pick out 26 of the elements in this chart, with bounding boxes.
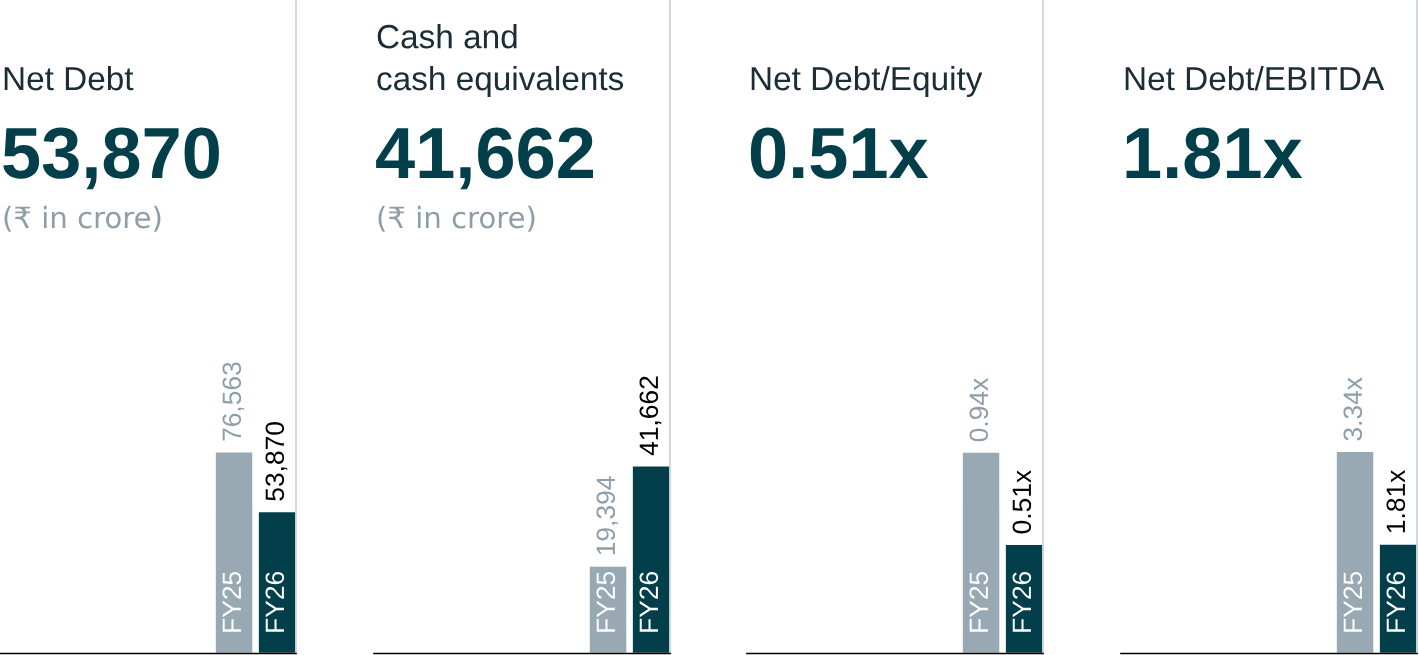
x-tick-label: FY26 [1386,571,1406,632]
data-label: 1.81x [1386,469,1406,533]
data-label: 19,394 [596,476,619,555]
x-tick-label: FY25 [222,571,242,632]
x-tick-label: FY25 [1343,571,1363,632]
text: (₹ in crore) [4,205,161,232]
text: 41,662 [376,127,594,190]
text: 0.51x [750,127,929,179]
x-tick-label: FY26 [639,571,659,632]
text: 1.81x [1126,127,1303,179]
text: 53,870 [3,127,219,190]
data-label: 41,662 [639,376,662,456]
text: Net Debt/Equity [751,65,983,97]
text: (₹ in crore) [378,205,535,232]
x-tick-label: FY25 [596,571,616,632]
data-label: 0.94x [969,378,989,442]
text: Net Debt/EBITDA [1125,65,1385,91]
x-tick-label: FY26 [265,571,285,632]
data-label: 53,870 [265,422,288,501]
data-label: 0.51x [1012,470,1032,534]
x-tick-label: FY26 [1012,571,1032,632]
x-tick-label: FY25 [969,571,989,632]
text: Cash and cash equivalents [377,23,624,97]
text: Net Debt [4,65,134,91]
data-label: 3.34x [1343,377,1363,441]
data-label: 76,563 [222,362,245,441]
